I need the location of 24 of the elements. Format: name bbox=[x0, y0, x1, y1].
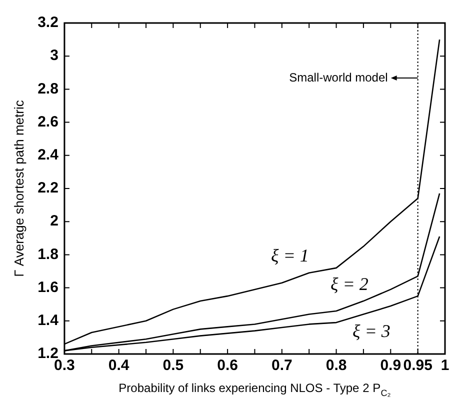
series-label: ξ = 3 bbox=[352, 321, 390, 342]
y-tick-label: 3 bbox=[50, 47, 58, 64]
x-tick-label: 0.7 bbox=[271, 357, 292, 374]
y-tick-label: 3.2 bbox=[38, 14, 58, 32]
y-axis-title: Γ Average shortest path metric bbox=[11, 100, 26, 277]
x-tick-label: 0.4 bbox=[108, 357, 130, 374]
y-tick-label: 2.2 bbox=[38, 180, 58, 197]
y-tick-label: 1.4 bbox=[38, 312, 60, 330]
y-tick-label: 2 bbox=[50, 212, 58, 230]
y-tick-label: 2.6 bbox=[38, 113, 58, 130]
y-tick-label: 2.4 bbox=[38, 146, 60, 164]
x-tick-label: 0.9 bbox=[380, 357, 402, 374]
x-tick-label: 0.5 bbox=[162, 357, 184, 374]
series-label: ξ = 2 bbox=[330, 274, 368, 294]
x-tick-label: 0.3 bbox=[54, 357, 75, 374]
x-tick-label: 1 bbox=[440, 357, 450, 374]
ref-line-label: Small-world model bbox=[289, 70, 388, 84]
y-tick-label: 2.8 bbox=[38, 80, 58, 98]
y-tick-label: 1.8 bbox=[38, 246, 58, 263]
y-tick-label: 1.6 bbox=[38, 278, 58, 296]
series-label: ξ = 1 bbox=[270, 246, 309, 266]
x-tick-label: 0.8 bbox=[326, 357, 347, 374]
x-tick-label: 0.6 bbox=[217, 357, 238, 374]
x-tick-label: 0.95 bbox=[403, 357, 432, 374]
